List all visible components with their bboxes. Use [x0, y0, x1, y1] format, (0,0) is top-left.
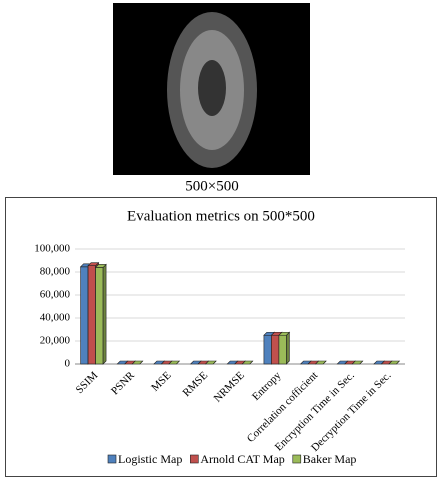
- bar-face: [388, 360, 401, 365]
- legend-label: Logistic Map: [118, 452, 182, 466]
- y-tick-label: 80,000: [40, 266, 71, 278]
- bar: [241, 360, 254, 365]
- y-tick-label: 20,000: [40, 335, 71, 347]
- bar-face: [241, 360, 254, 365]
- y-tick-label: 60,000: [40, 289, 71, 301]
- legend-label: Arnold CAT Map: [200, 452, 284, 466]
- bar-face: [80, 266, 89, 365]
- chart-frame: [5, 197, 437, 477]
- bar: [351, 360, 364, 365]
- y-tick-label: 40,000: [40, 312, 71, 324]
- bar: [278, 331, 291, 365]
- bar-face: [314, 360, 327, 365]
- bar: [314, 360, 327, 365]
- bar-face: [102, 263, 107, 365]
- bar: [204, 360, 217, 365]
- legend-swatch: [292, 454, 302, 464]
- image-caption: 500×500: [185, 178, 238, 194]
- bar: [168, 360, 181, 365]
- chart-title: Evaluation metrics on 500*500: [127, 208, 315, 224]
- bar-face: [131, 360, 144, 365]
- bar-face: [204, 360, 217, 365]
- bar-face: [87, 265, 96, 365]
- bar-face: [168, 360, 181, 365]
- bar-face: [286, 331, 290, 365]
- bar-face: [278, 334, 287, 365]
- bar-face: [263, 334, 272, 365]
- bar: [131, 360, 144, 365]
- bar-face: [351, 360, 364, 365]
- legend-swatch: [107, 454, 117, 464]
- legend-label: Baker Map: [303, 452, 357, 466]
- bar-face: [87, 262, 100, 266]
- bar-face: [94, 264, 107, 268]
- bar-face: [95, 267, 104, 365]
- bar: [388, 360, 401, 365]
- y-tick-label: 0: [65, 358, 71, 370]
- legend-swatch: [190, 454, 199, 464]
- bar-face: [278, 331, 291, 336]
- brain-ventricles: [198, 60, 226, 116]
- y-tick-label: 100,000: [34, 243, 70, 255]
- bar-face: [271, 334, 280, 365]
- bar: [94, 263, 107, 365]
